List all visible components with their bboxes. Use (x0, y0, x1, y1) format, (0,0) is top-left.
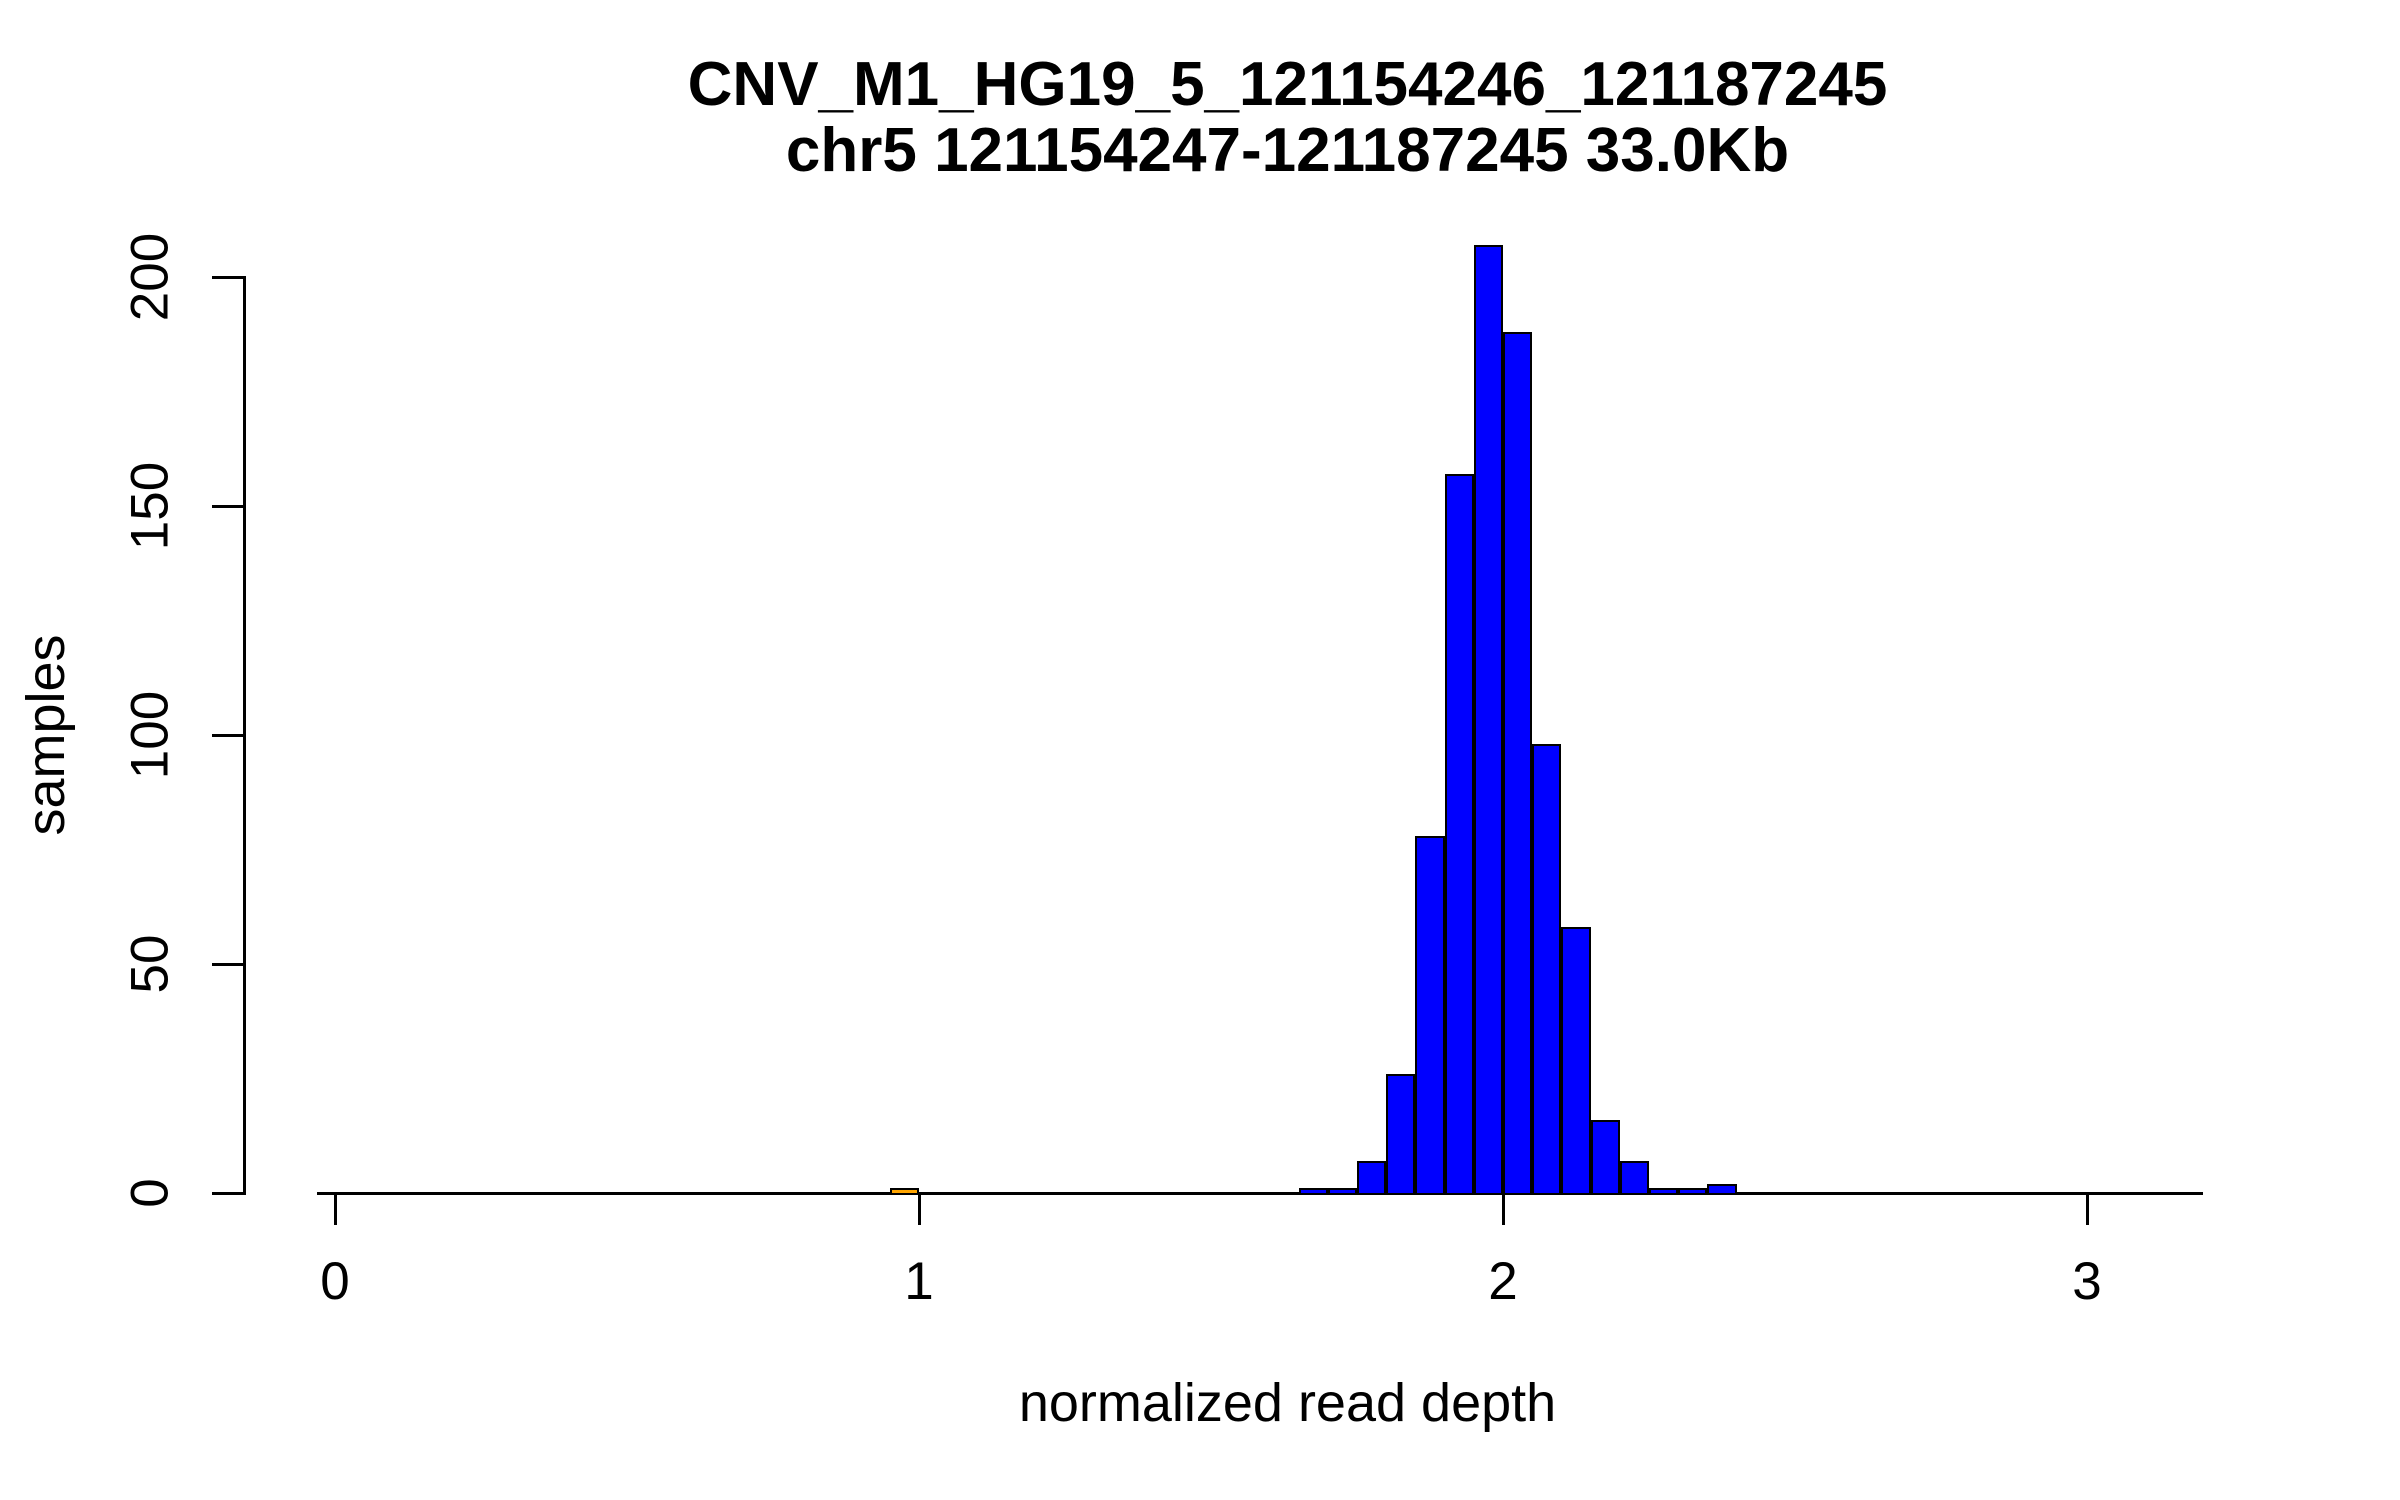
x-axis-tick-label: 0 (320, 1252, 350, 1311)
histogram-bar (1532, 744, 1561, 1195)
x-axis-tick (334, 1194, 337, 1225)
y-axis-label: samples (16, 634, 76, 836)
histogram-bar (1503, 332, 1532, 1195)
histogram-bar (1328, 1188, 1357, 1195)
y-axis-tick (212, 276, 243, 279)
x-axis-tick (1502, 1194, 1505, 1225)
histogram-bar (890, 1188, 919, 1195)
histogram-bar (1415, 836, 1445, 1195)
histogram-bar (1445, 474, 1474, 1195)
histogram-bar (1620, 1161, 1649, 1195)
histogram-bar (1678, 1188, 1707, 1195)
y-axis-tick-label: 50 (120, 934, 180, 994)
x-axis-line (317, 1192, 2203, 1195)
y-axis-tick (212, 505, 243, 508)
y-axis-tick-label: 0 (120, 1178, 180, 1208)
x-axis-tick (918, 1194, 921, 1225)
y-axis-tick-label: 100 (120, 690, 180, 780)
histogram-bar (1299, 1188, 1328, 1195)
y-axis-tick-label: 200 (120, 232, 180, 322)
histogram-bar (1357, 1161, 1386, 1195)
histogram-bar (1474, 245, 1503, 1195)
histogram-bar (1591, 1120, 1620, 1195)
chart-title-line1: CNV_M1_HG19_5_121154246_121187245 (687, 50, 1888, 119)
y-axis-tick (212, 963, 243, 966)
y-axis-tick (212, 1192, 243, 1195)
y-axis-tick-label: 150 (120, 461, 180, 551)
histogram-bar (1649, 1188, 1678, 1195)
x-axis-label: normalized read depth (1018, 1373, 1557, 1433)
x-axis-tick (2086, 1194, 2089, 1225)
histogram-bar (1561, 927, 1591, 1195)
histogram-bar (1386, 1074, 1415, 1195)
chart-title-line2: chr5 121154247-121187245 33.0Kb (785, 116, 1790, 185)
x-axis-tick-label: 2 (1488, 1252, 1518, 1311)
y-axis-tick (212, 734, 243, 737)
chart-title: CNV_M1_HG19_5_121154246_121187245 chr5 1… (245, 52, 2330, 184)
x-axis-tick-label: 1 (904, 1252, 934, 1311)
y-axis-line (243, 276, 246, 1195)
histogram-bar (1707, 1184, 1737, 1195)
x-axis-tick-label: 3 (2072, 1252, 2102, 1311)
